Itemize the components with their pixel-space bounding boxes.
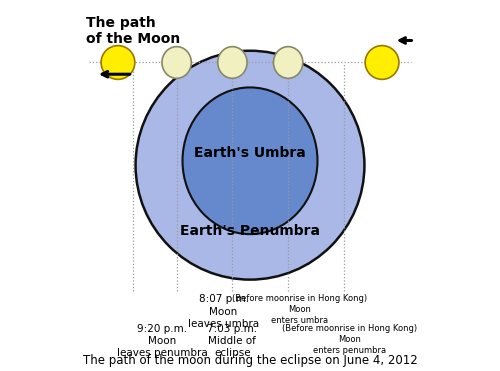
- Ellipse shape: [218, 47, 247, 78]
- Text: The path of the moon during the eclipse on June 4, 2012: The path of the moon during the eclipse …: [82, 354, 417, 367]
- Text: The path
of the Moon: The path of the Moon: [86, 16, 180, 46]
- Text: Earth's Umbra: Earth's Umbra: [194, 147, 306, 160]
- Text: (Before moonrise in Hong Kong)
Moon
enters penumbra: (Before moonrise in Hong Kong) Moon ente…: [282, 324, 418, 355]
- Text: 8:07 p.m.
Moon
leaves umbra: 8:07 p.m. Moon leaves umbra: [188, 294, 259, 329]
- Ellipse shape: [136, 51, 364, 280]
- Ellipse shape: [182, 88, 318, 234]
- Ellipse shape: [101, 46, 135, 79]
- Text: 7:03 p.m.
Middle of
eclipse: 7:03 p.m. Middle of eclipse: [208, 324, 258, 358]
- Ellipse shape: [365, 46, 399, 79]
- Text: (Before moonrise in Hong Kong)
Moon
enters umbra: (Before moonrise in Hong Kong) Moon ente…: [232, 294, 368, 325]
- Ellipse shape: [274, 47, 303, 78]
- Text: Earth's Penumbra: Earth's Penumbra: [180, 224, 320, 238]
- Ellipse shape: [162, 47, 192, 78]
- Text: 9:20 p.m.
Moon
leaves penumbra: 9:20 p.m. Moon leaves penumbra: [116, 324, 208, 358]
